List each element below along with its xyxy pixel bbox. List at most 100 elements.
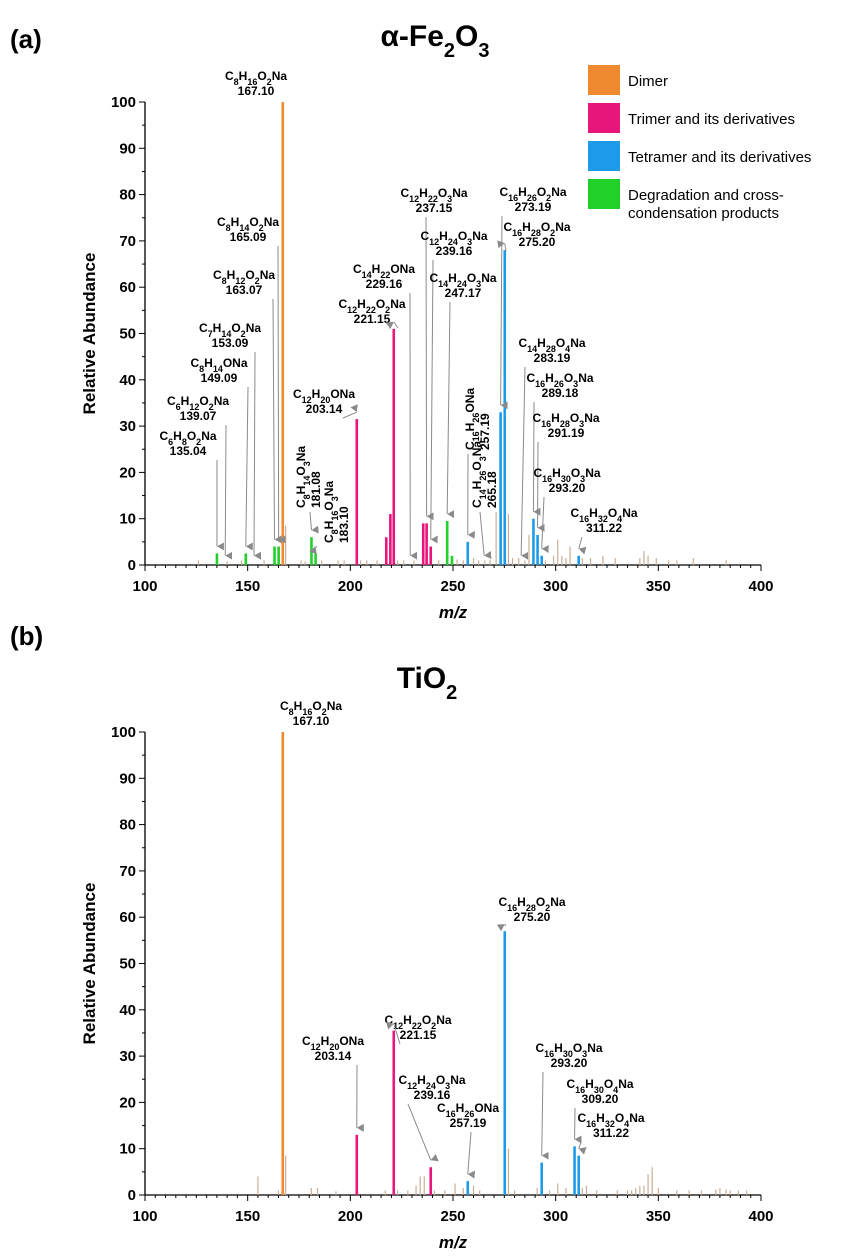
annotation-mass: 291.19 (548, 426, 585, 440)
panel-b: (b) TiO2 100 150 200 250 300 350 400 0 10 20 30 40 50 6… (10, 621, 774, 1252)
annotation-mass: 311.22 (586, 521, 622, 535)
annotation-mass: 273.19 (515, 200, 552, 214)
x-axis-label: m/z (439, 603, 468, 622)
annotation-mass: 275.20 (519, 235, 556, 249)
y-tick-label: 80 (119, 187, 136, 204)
annotation-mass: 139.07 (180, 409, 217, 423)
annotation-formula: C16H32O4Na (570, 506, 637, 524)
annotation-formula: C12H20ONa (302, 1034, 364, 1052)
annotation-arrow (496, 923, 507, 932)
y-tick-label: 90 (119, 770, 136, 787)
annotation-arrow (385, 1021, 401, 1045)
x-tick-label: 300 (543, 578, 568, 595)
annotation-formula: C8H14O3Na (294, 446, 312, 508)
annotation-formula: C14H22ONa (353, 262, 415, 280)
annotation-formula: C12H22O2Na (384, 1013, 451, 1031)
y-tick-label: 20 (119, 464, 136, 481)
legend-label: Dimer (628, 73, 668, 90)
annotation-formula: C16H26O2Na (499, 185, 566, 203)
y-tick-label: 60 (119, 279, 136, 296)
annotation-arrow (224, 424, 233, 560)
legend: Dimer Trimer and its derivatives Tetramer … (588, 65, 811, 222)
panel-letter: (a) (10, 24, 42, 54)
y-tick-label: 10 (119, 511, 136, 528)
annotation-mass: 153.09 (212, 336, 249, 350)
annotation-arrow (407, 1103, 439, 1162)
annotation-formula: C8H14O2Na (217, 215, 279, 233)
annotation-mass: 165.09 (230, 230, 267, 244)
annotation-arrow (541, 496, 549, 554)
annotation-formula: C16H28O2Na (498, 895, 565, 913)
annotation-formula: C12H22O3Na (400, 186, 467, 204)
annotation-arrow (541, 1071, 549, 1160)
legend-swatch (588, 65, 620, 95)
legend-label: Trimer and its derivatives (628, 111, 795, 128)
annotation-mass: 183.10 (337, 506, 351, 543)
y-axis-label: Relative Abundance (80, 253, 99, 415)
x-tick-label: 100 (132, 1208, 157, 1225)
annotation-arrow (520, 366, 529, 560)
y-tick-label: 100 (111, 724, 136, 741)
annotation-formula: C8H14ONa (190, 356, 247, 374)
annotation-mass: 257.19 (478, 413, 492, 450)
x-tick-label: 100 (132, 578, 157, 595)
annotation-arrow (446, 301, 455, 519)
annotation-formula: C16H26ONa (463, 388, 481, 450)
annotation-arrow (253, 351, 262, 560)
annotation-mass: 203.14 (306, 402, 343, 416)
x-tick-label: 200 (338, 1208, 363, 1225)
annotation-formula: C14H24O3Na (429, 271, 496, 289)
annotation-mass: 163.07 (226, 283, 263, 297)
annotation-mass: 203.14 (315, 1049, 352, 1063)
annotation-mass: 311.22 (593, 1126, 629, 1140)
annotation-formula: C7H14O2Na (199, 321, 261, 339)
annotation-mass: 221.15 (354, 312, 391, 326)
annotation-formula: C12H24O3Na (398, 1073, 465, 1091)
y-tick-label: 10 (119, 1141, 136, 1158)
x-tick-label: 400 (748, 1208, 773, 1225)
annotation-mass: 293.20 (551, 1056, 588, 1070)
annotation-formula: C14H26O3Na (470, 441, 488, 508)
annotation-arrow (578, 1141, 587, 1155)
x-tick-label: 350 (646, 578, 671, 595)
y-tick-label: 0 (128, 557, 136, 574)
annotation-formula: C8H12O2Na (213, 268, 275, 286)
y-tick-label: 50 (119, 326, 136, 343)
annotation-formula: C14H28O4Na (518, 336, 585, 354)
x-tick-label: 350 (646, 1208, 671, 1225)
annotation-arrow (245, 386, 253, 551)
chart-title: α-Fe2O3 (380, 20, 489, 62)
y-tick-label: 90 (119, 140, 136, 157)
y-tick-label: 40 (119, 1002, 136, 1019)
annotation-formula: C8H16O2Na (225, 69, 287, 87)
annotation-mass: 221.15 (400, 1028, 437, 1042)
annotation-mass: 275.20 (514, 910, 551, 924)
annotation-arrow (479, 511, 492, 560)
legend-swatch (588, 141, 620, 171)
x-tick-label: 150 (235, 1208, 260, 1225)
legend-swatch (588, 103, 620, 133)
legend-swatch (588, 179, 620, 209)
annotation-arrow (425, 216, 434, 521)
y-tick-label: 20 (119, 1094, 136, 1111)
annotation-arrow (430, 259, 438, 544)
x-axis-label: m/z (439, 1233, 468, 1252)
annotation-formula: C16H30O3Na (535, 1041, 602, 1059)
annotation-mass: 229.16 (366, 277, 403, 291)
